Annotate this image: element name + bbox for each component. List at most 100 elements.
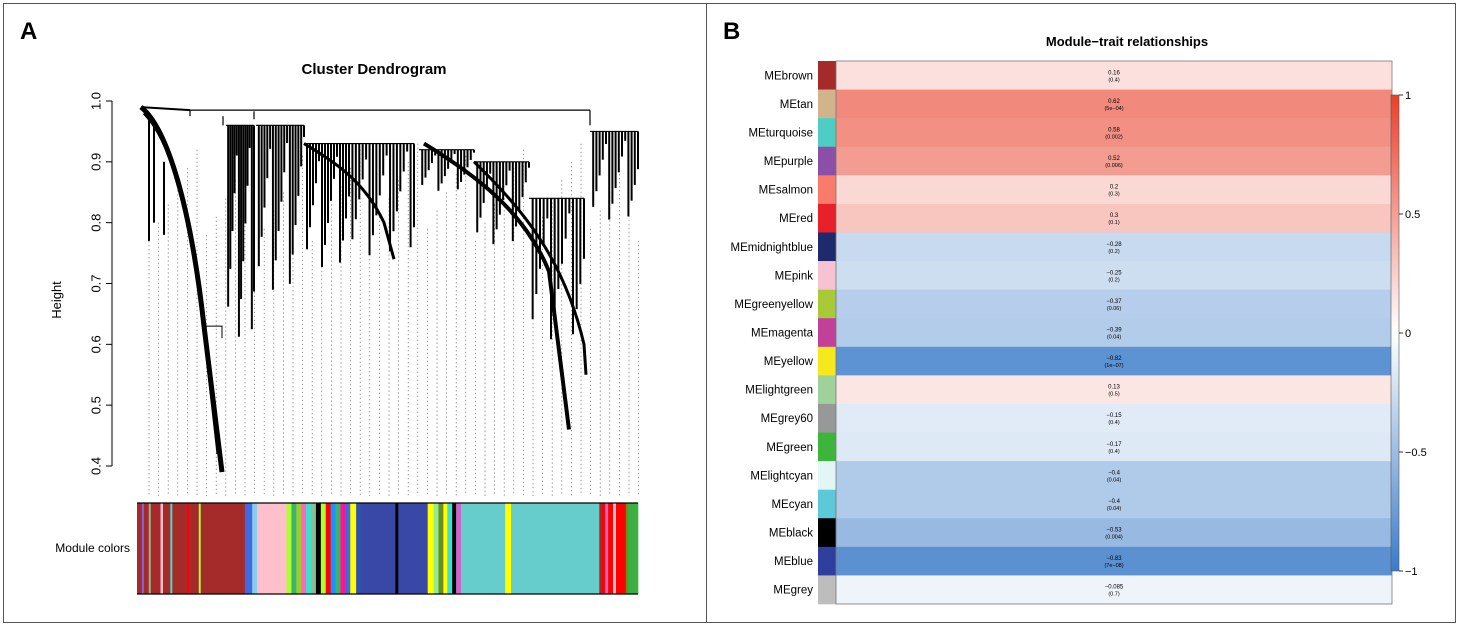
module-swatch (818, 289, 836, 319)
module-color-band (625, 503, 629, 594)
module-color-band (187, 503, 190, 594)
cell-value: 0.2 (1110, 185, 1119, 191)
module-color-band (188, 503, 200, 594)
cell-pvalue: (0.4) (1108, 449, 1119, 455)
module-color-band (608, 503, 614, 594)
module-color-band (602, 503, 606, 594)
cell-value: −0.17 (1106, 442, 1122, 448)
dendrogram-branch (140, 106, 191, 112)
cell-value: −0.4 (1108, 499, 1121, 505)
module-color-band (452, 503, 457, 594)
module-color-band (599, 503, 603, 594)
heatmap-cell (836, 203, 1392, 233)
cell-value: −0.83 (1106, 556, 1122, 562)
row-label: MEmidnightblue (731, 242, 813, 254)
module-color-band (311, 503, 317, 594)
legend-tick-label: 1 (1405, 90, 1411, 102)
row-label: MEyellow (764, 356, 814, 368)
cell-pvalue: (0.1) (1108, 220, 1119, 226)
module-color-band (456, 503, 462, 594)
heatmap-cell (836, 89, 1392, 119)
cell-pvalue: (0.2) (1108, 249, 1119, 255)
y-tick-label: 0.4 (88, 457, 103, 475)
cell-value: 0.16 (1108, 70, 1120, 76)
heatmap-cell (836, 318, 1392, 348)
module-color-band (605, 503, 609, 594)
row-label: MEpink (775, 270, 814, 282)
cell-pvalue: (1e−07) (1104, 363, 1123, 369)
y-axis-label: Height (49, 281, 64, 319)
heatmap-cell (836, 575, 1392, 605)
module-swatch (818, 518, 836, 548)
row-label: MEgrey (773, 585, 813, 597)
color-legend-bar (1390, 94, 1400, 572)
module-color-band (160, 503, 164, 594)
cell-value: −0.085 (1105, 585, 1124, 591)
heatmap-cell (836, 175, 1392, 205)
module-color-band (141, 503, 145, 594)
module-swatch (818, 61, 836, 90)
module-color-band (395, 503, 399, 594)
cell-value: −0.4 (1108, 470, 1121, 476)
heatmap-cell (836, 146, 1392, 176)
module-swatch (818, 232, 836, 262)
cell-pvalue: (0.5) (1108, 392, 1119, 398)
heatmap-title: Module−trait relationships (1046, 34, 1208, 49)
module-swatch (818, 203, 836, 233)
module-color-band (244, 503, 253, 594)
dendrogram-branches (139, 105, 639, 473)
module-swatch (818, 461, 836, 490)
module-swatch (818, 546, 836, 576)
heatmap-cell (836, 346, 1392, 376)
heatmap-cell (836, 518, 1392, 548)
y-tick-label: 0.5 (88, 396, 103, 414)
cell-value: 0.13 (1108, 385, 1120, 391)
module-color-band (398, 503, 428, 594)
row-label: MEtan (780, 99, 813, 111)
row-label: MEturquoise (748, 127, 813, 139)
y-tick-label: 0.7 (88, 274, 103, 292)
module-swatch (818, 432, 836, 462)
cell-value: −0.25 (1106, 270, 1122, 276)
module-color-band (286, 503, 292, 594)
cell-value: −0.82 (1106, 356, 1122, 362)
heatmap-cell (836, 289, 1392, 319)
cell-pvalue: (0.04) (1107, 506, 1122, 512)
module-color-band (296, 503, 302, 594)
module-color-band (252, 503, 258, 594)
heatmap-cell (836, 61, 1392, 90)
cell-pvalue: (0.06) (1107, 306, 1122, 312)
module-color-band (443, 503, 448, 594)
module-color-band (361, 503, 396, 594)
module-swatch (818, 375, 836, 405)
cell-pvalue: (7e−08) (1104, 563, 1123, 569)
module-swatch (818, 146, 836, 176)
cell-pvalue: (0.004) (1105, 535, 1123, 541)
module-color-band (335, 503, 341, 594)
module-swatch (818, 118, 836, 148)
row-label: MEblack (769, 528, 813, 540)
module-color-band (137, 503, 143, 594)
cell-pvalue: (5e−04) (1104, 106, 1123, 112)
module-swatch (818, 318, 836, 348)
heatmap-cell (836, 546, 1392, 576)
panel-b-letter: B (723, 18, 741, 45)
module-color-band (198, 503, 202, 594)
module-swatch (818, 175, 836, 205)
panel-b: B Module−trait relationships MEbrown 0.16(… (706, 3, 1456, 623)
module-swatch (818, 261, 836, 290)
module-color-bar (137, 503, 639, 594)
heatmap-cell (836, 432, 1392, 462)
module-color-band (162, 503, 171, 594)
heatmap-cell (836, 261, 1392, 290)
module-color-band (438, 503, 444, 594)
module-color-band (170, 503, 173, 594)
module-color-band (345, 503, 351, 594)
heatmap-cell (836, 403, 1392, 433)
y-tick-label: 0.9 (88, 153, 103, 171)
row-label: MEgreen (766, 442, 813, 454)
y-tick-label: 0.6 (88, 335, 103, 353)
row-label: MEsalmon (759, 185, 813, 197)
dendrogram-chart: Cluster Dendrogram Height 0.4 0.5 0.6 0.7 0.8 0… (49, 61, 639, 595)
